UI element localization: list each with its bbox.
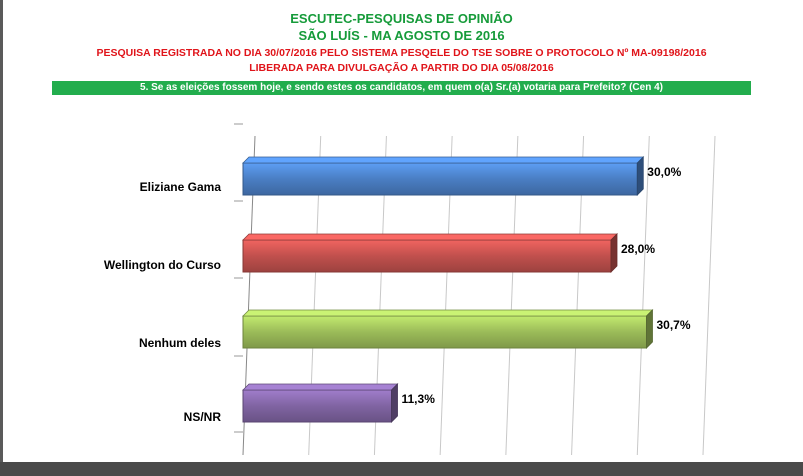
bar-end-2	[646, 309, 653, 349]
gridline-35	[702, 135, 716, 456]
bar-chart	[234, 123, 716, 456]
survey-location-date: SÃO LUÍS - MA AGOSTO DE 2016	[298, 28, 505, 43]
category-label-eliziane-gama: Eliziane Gama	[139, 180, 221, 194]
window-bottom-border	[0, 462, 803, 476]
bar-end-1	[610, 233, 618, 273]
bar-top-1	[242, 233, 618, 241]
bar-end-0	[636, 156, 644, 196]
bar-3	[242, 389, 393, 423]
bar-2	[242, 315, 647, 349]
bar-0	[242, 162, 638, 196]
bar-1	[242, 239, 612, 273]
value-label-wellington-do-curso: 28,0%	[621, 242, 656, 256]
category-label-nenhum-deles: Nenhum deles	[138, 336, 221, 350]
category-label-ns-nr: NS/NR	[183, 410, 221, 424]
bar-top-2	[242, 309, 654, 317]
value-label-ns-nr: 11,3%	[401, 392, 435, 406]
bar-top-3	[242, 383, 399, 391]
registration-notice: PESQUISA REGISTRADA NO DIA 30/07/2016 PE…	[96, 47, 707, 59]
category-label-wellington-do-curso: Wellington do Curso	[103, 258, 221, 272]
bar-top-0	[242, 156, 645, 164]
chart-bars	[242, 156, 654, 423]
value-label-nenhum-deles: 30,7%	[656, 318, 691, 332]
release-notice: LIBERADA PARA DIVULGAÇÃO A PARTIR DO DIA…	[249, 62, 554, 74]
bar-end-3	[391, 383, 398, 423]
question-banner: 5. Se as eleições fossem hoje, e sendo e…	[52, 81, 751, 95]
survey-title: ESCUTEC-PESQUISAS DE OPINIÃO	[290, 11, 513, 26]
window-left-border	[0, 0, 3, 476]
value-label-eliziane-gama: 30,0%	[647, 165, 682, 179]
gridline-30	[636, 135, 650, 456]
